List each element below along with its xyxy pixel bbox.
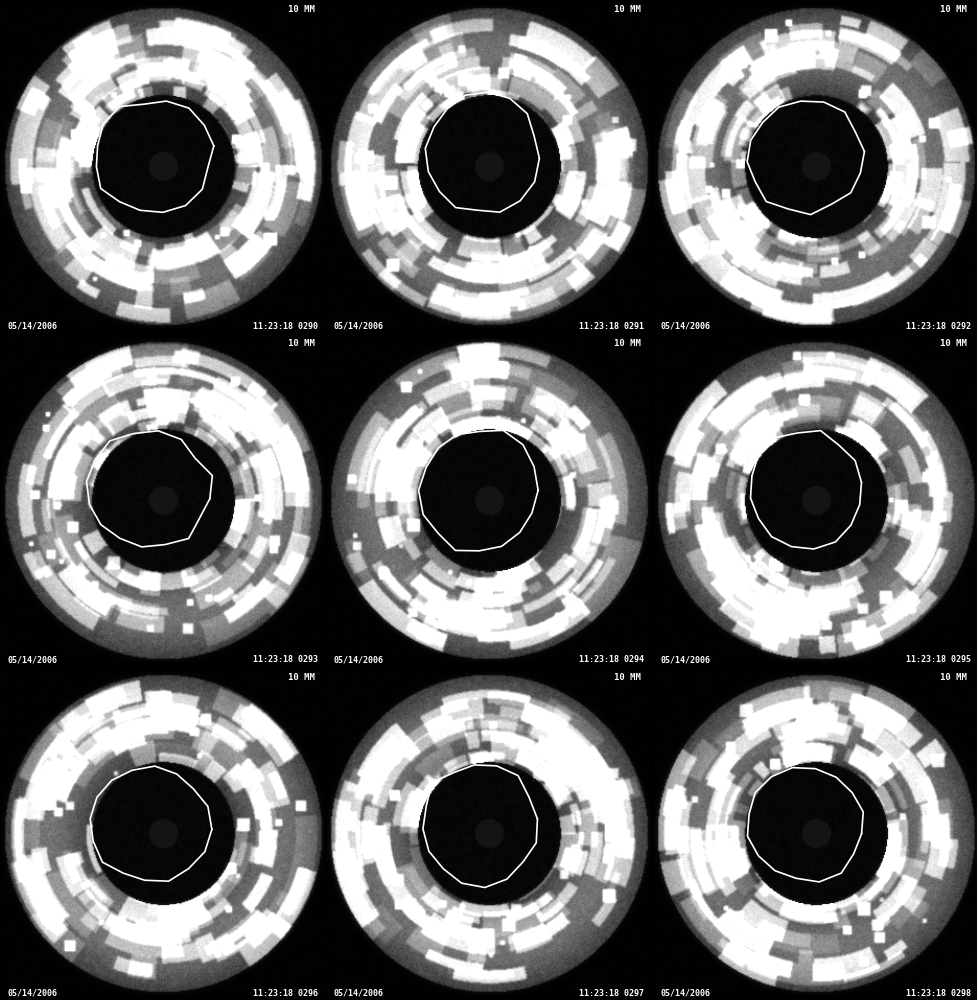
Text: 10 MM: 10 MM	[614, 673, 640, 682]
Text: 11:23:18 0292: 11:23:18 0292	[905, 322, 969, 331]
Text: 10 MM: 10 MM	[614, 339, 640, 348]
Text: 10 MM: 10 MM	[940, 339, 966, 348]
Text: 05/14/2006: 05/14/2006	[333, 322, 383, 331]
Text: 11:23:18 0298: 11:23:18 0298	[905, 989, 969, 998]
Text: 11:23:18 0294: 11:23:18 0294	[578, 655, 644, 664]
Text: 05/14/2006: 05/14/2006	[8, 989, 58, 998]
Text: 11:23:18 0293: 11:23:18 0293	[253, 655, 318, 664]
Text: 11:23:18 0291: 11:23:18 0291	[578, 322, 644, 331]
Text: 05/14/2006: 05/14/2006	[8, 322, 58, 331]
Text: 10 MM: 10 MM	[940, 5, 966, 14]
Text: 05/14/2006: 05/14/2006	[333, 655, 383, 664]
Text: 10 MM: 10 MM	[287, 673, 315, 682]
Text: 11:23:18 0290: 11:23:18 0290	[253, 322, 318, 331]
Text: 10 MM: 10 MM	[940, 673, 966, 682]
Text: 10 MM: 10 MM	[614, 5, 640, 14]
Text: 05/14/2006: 05/14/2006	[333, 989, 383, 998]
Text: 05/14/2006: 05/14/2006	[8, 655, 58, 664]
Text: 05/14/2006: 05/14/2006	[659, 322, 709, 331]
Text: 10 MM: 10 MM	[287, 339, 315, 348]
Text: 05/14/2006: 05/14/2006	[659, 989, 709, 998]
Text: 05/14/2006: 05/14/2006	[659, 655, 709, 664]
Text: 10 MM: 10 MM	[287, 5, 315, 14]
Text: 11:23:18 0295: 11:23:18 0295	[905, 655, 969, 664]
Text: 11:23:18 0297: 11:23:18 0297	[578, 989, 644, 998]
Text: 11:23:18 0296: 11:23:18 0296	[253, 989, 318, 998]
